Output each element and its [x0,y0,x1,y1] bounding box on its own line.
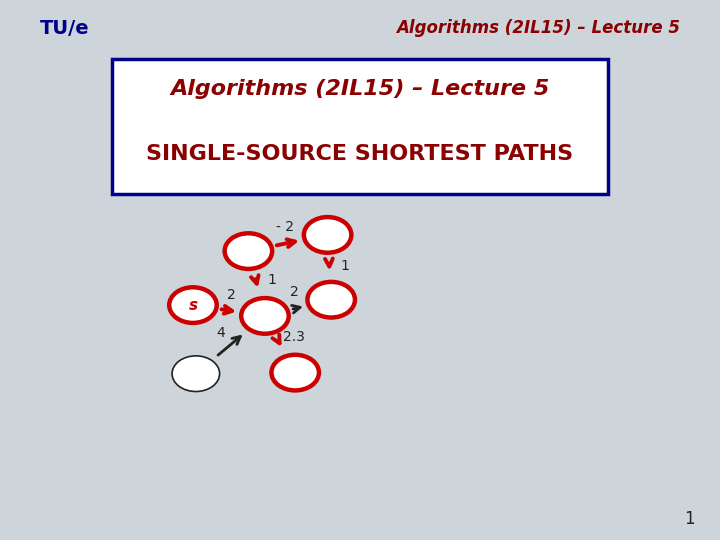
Text: 2.3: 2.3 [283,330,305,344]
Text: 1: 1 [341,259,350,273]
Text: 2: 2 [227,288,235,302]
Circle shape [241,298,289,334]
Circle shape [172,356,220,392]
Circle shape [225,233,272,269]
FancyBboxPatch shape [112,59,608,194]
Text: 1: 1 [268,273,276,287]
Circle shape [169,287,217,323]
Text: - 2: - 2 [276,220,294,234]
Circle shape [271,355,319,390]
Text: TU/e: TU/e [40,19,89,38]
Text: Algorithms (2IL15) – Lecture 5: Algorithms (2IL15) – Lecture 5 [397,19,680,37]
Text: Algorithms (2IL15) – Lecture 5: Algorithms (2IL15) – Lecture 5 [171,79,549,99]
Circle shape [307,282,355,318]
Text: 2: 2 [290,286,299,299]
Text: SINGLE-SOURCE SHORTEST PATHS: SINGLE-SOURCE SHORTEST PATHS [146,144,574,164]
Text: 1: 1 [684,510,695,528]
Text: 4: 4 [216,326,225,340]
Text: s: s [189,298,197,313]
Circle shape [304,217,351,253]
